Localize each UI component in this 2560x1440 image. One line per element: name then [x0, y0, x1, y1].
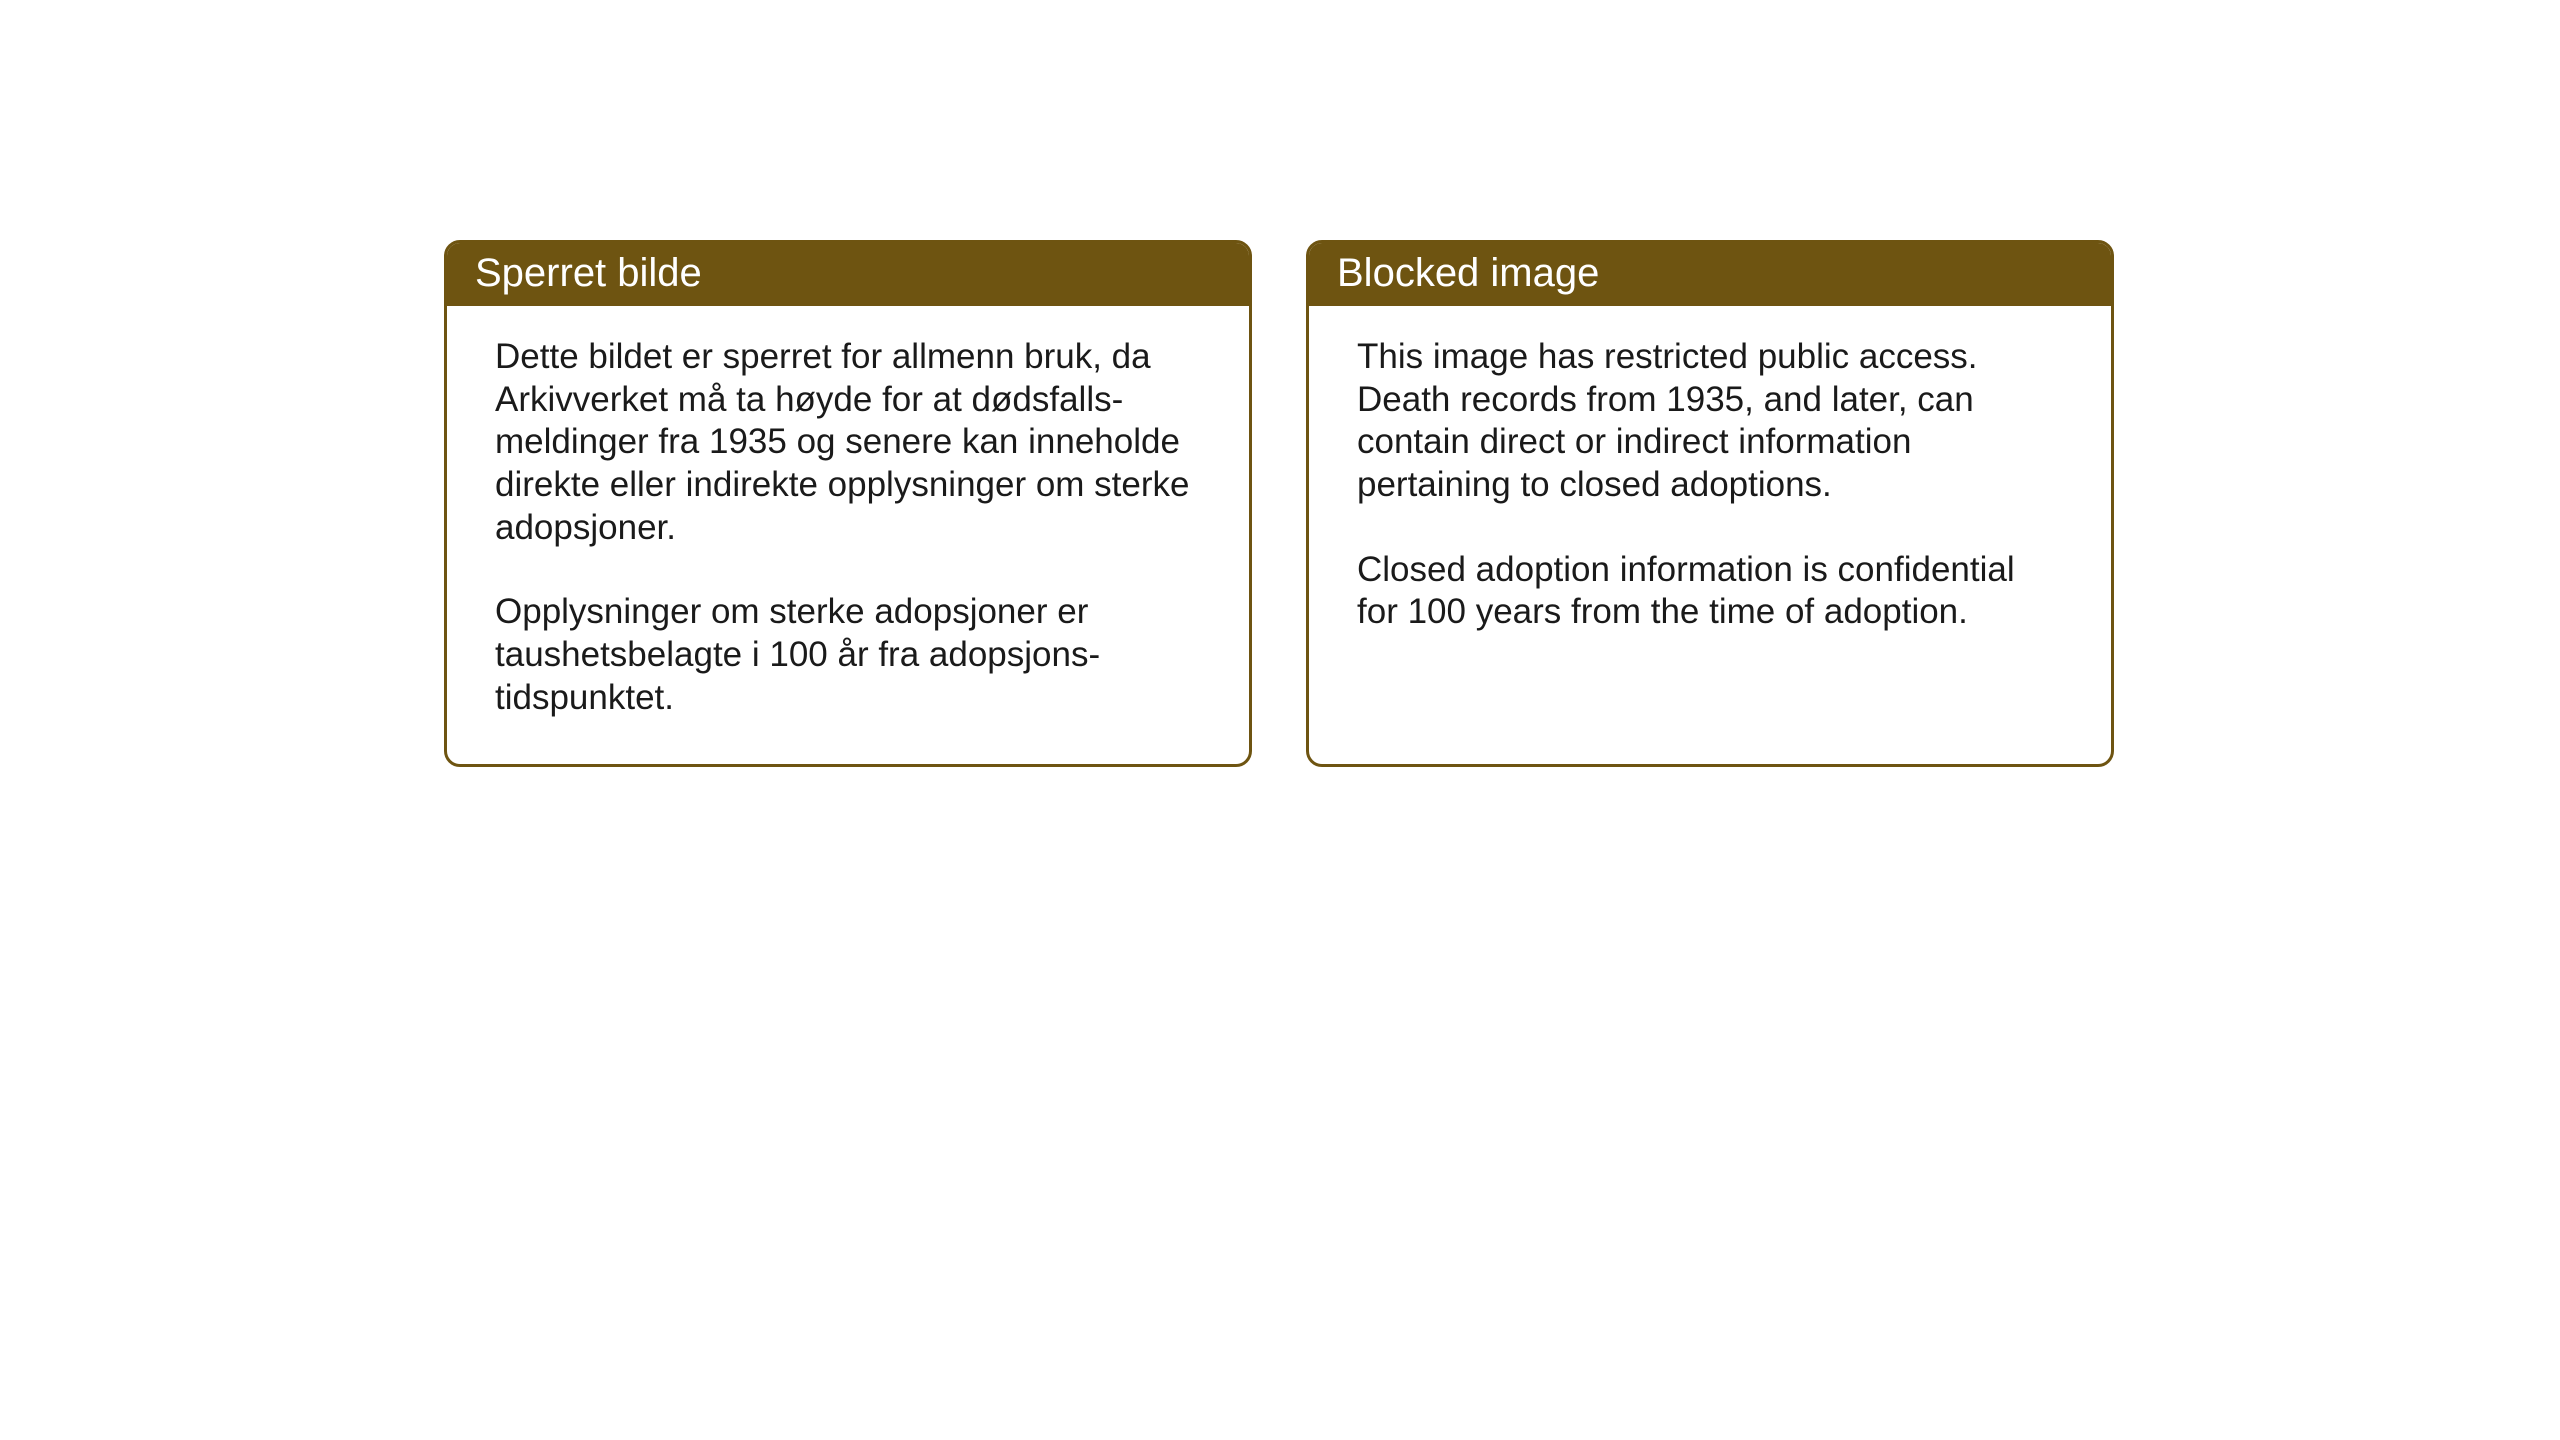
- notice-header-english: Blocked image: [1309, 243, 2111, 306]
- notice-header-norwegian: Sperret bilde: [447, 243, 1249, 306]
- notice-paragraph: Dette bildet er sperret for allmenn bruk…: [495, 336, 1201, 549]
- notice-box-english: Blocked image This image has restricted …: [1306, 240, 2114, 767]
- notice-box-norwegian: Sperret bilde Dette bildet er sperret fo…: [444, 240, 1252, 767]
- notice-paragraph: This image has restricted public access.…: [1357, 336, 2063, 507]
- notice-body-english: This image has restricted public access.…: [1309, 306, 2111, 678]
- notice-body-norwegian: Dette bildet er sperret for allmenn bruk…: [447, 306, 1249, 764]
- notice-container: Sperret bilde Dette bildet er sperret fo…: [444, 240, 2114, 767]
- notice-paragraph: Opplysninger om sterke adopsjoner er tau…: [495, 591, 1201, 719]
- notice-paragraph: Closed adoption information is confident…: [1357, 549, 2063, 634]
